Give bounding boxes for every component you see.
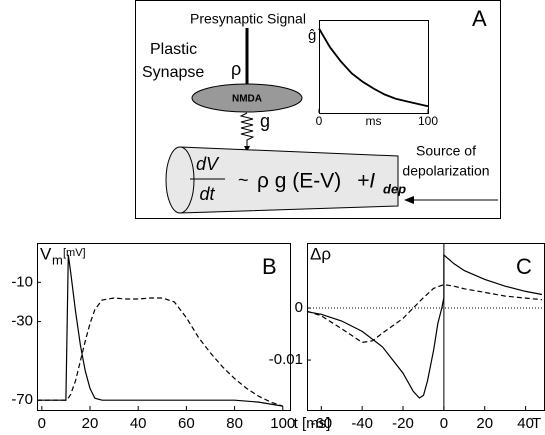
- y-axis-label: ĝ: [308, 27, 316, 44]
- x-axis-label: T [ms]: [532, 415, 545, 432]
- equation: dep: [383, 181, 406, 196]
- label: depolarization: [402, 163, 489, 179]
- plot-frame: [319, 20, 429, 114]
- y-axis-label: Δρ: [310, 244, 331, 263]
- x-tick-label: 100: [270, 415, 295, 432]
- panel-label: A: [472, 6, 487, 31]
- equation: dV: [196, 154, 220, 174]
- panel-label: B: [262, 254, 277, 279]
- x-tick-label: 0: [440, 415, 448, 432]
- x-tick-label: 40: [130, 415, 147, 432]
- line-series: [37, 254, 283, 407]
- x-tick-label: 20: [476, 415, 493, 432]
- y-tick-label: -0.01: [269, 351, 303, 368]
- arrowhead: [404, 196, 414, 204]
- label: Source of: [416, 143, 476, 159]
- y-tick-label: -70: [11, 391, 33, 408]
- equation: dt: [199, 184, 215, 204]
- line-series: [318, 28, 429, 108]
- label: ρ: [231, 59, 241, 79]
- y-axis-label: [mV]: [63, 247, 86, 259]
- x-tick-label: 0: [316, 114, 323, 128]
- plot-frame: [37, 243, 291, 411]
- y-tick-label: 0: [295, 299, 303, 316]
- x-tick-label: 80: [226, 415, 243, 432]
- label: g: [260, 111, 270, 131]
- x-tick-label: 60: [178, 415, 195, 432]
- panel-a: Presynaptic Signal Plastic Synapse ρ NMD…: [135, 0, 501, 219]
- x-tick-label: -20: [392, 415, 414, 432]
- x-tick-label: -40: [351, 415, 373, 432]
- line-series: [306, 253, 543, 399]
- y-tick-label: -10: [11, 273, 33, 290]
- receptor: [191, 83, 303, 113]
- x-tick-label: 0: [38, 415, 46, 432]
- arrowhead: [244, 146, 250, 152]
- label: Presynaptic Signal: [190, 11, 306, 27]
- panel-border: [135, 0, 501, 219]
- label: Synapse: [142, 64, 204, 81]
- x-tick-label: 100: [418, 114, 438, 128]
- dendrite: [179, 146, 399, 214]
- y-tick-label: -30: [11, 313, 33, 330]
- equation: +I: [357, 170, 375, 193]
- equation: ρ g (E-V): [257, 170, 341, 193]
- line-series: [37, 297, 283, 407]
- x-axis-label: t [ms]: [294, 415, 331, 432]
- y-axis-label: m: [52, 252, 63, 267]
- equation: ~: [238, 170, 249, 190]
- panel-label: C: [516, 254, 532, 279]
- line-series: [306, 283, 543, 344]
- x-axis-label: ms: [366, 114, 382, 128]
- x-tick-label: 20: [82, 415, 99, 432]
- y-axis-label: V: [40, 244, 52, 263]
- x-tick-label: 40: [517, 415, 534, 432]
- x-tick-label: -60: [310, 415, 332, 432]
- label: NMDA: [232, 94, 262, 105]
- label: Plastic: [150, 41, 197, 58]
- spring: [239, 112, 255, 146]
- dendrite-end: [165, 146, 195, 214]
